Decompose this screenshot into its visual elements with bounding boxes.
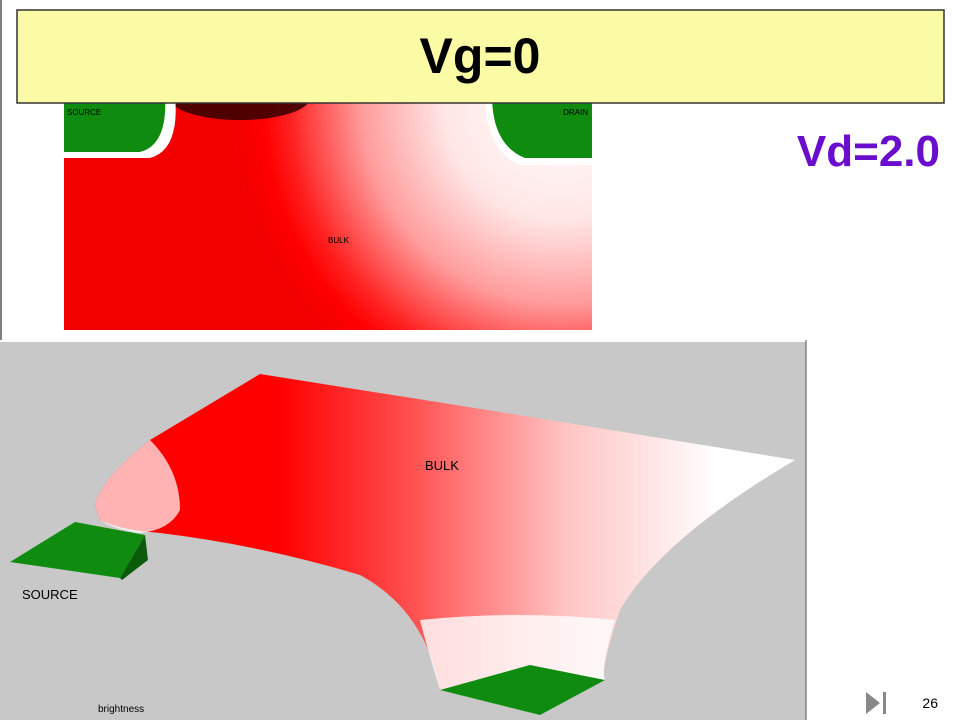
title-box (16, 9, 945, 104)
top-view (64, 95, 592, 330)
nav-icon[interactable] (866, 692, 886, 714)
bulk-label: BULK (328, 236, 350, 245)
bulk-label-3d: BULK (425, 458, 459, 473)
drain-label: DRAIN (563, 108, 588, 117)
surface-view (0, 340, 807, 720)
title: Vg=0 (420, 28, 541, 84)
subtitle: Vd=2.0 (797, 127, 940, 176)
caption: brightness (98, 704, 144, 715)
source-label-3d: SOURCE (22, 587, 78, 602)
page-number: 26 (922, 695, 938, 711)
source-label: SOURCE (67, 108, 101, 117)
